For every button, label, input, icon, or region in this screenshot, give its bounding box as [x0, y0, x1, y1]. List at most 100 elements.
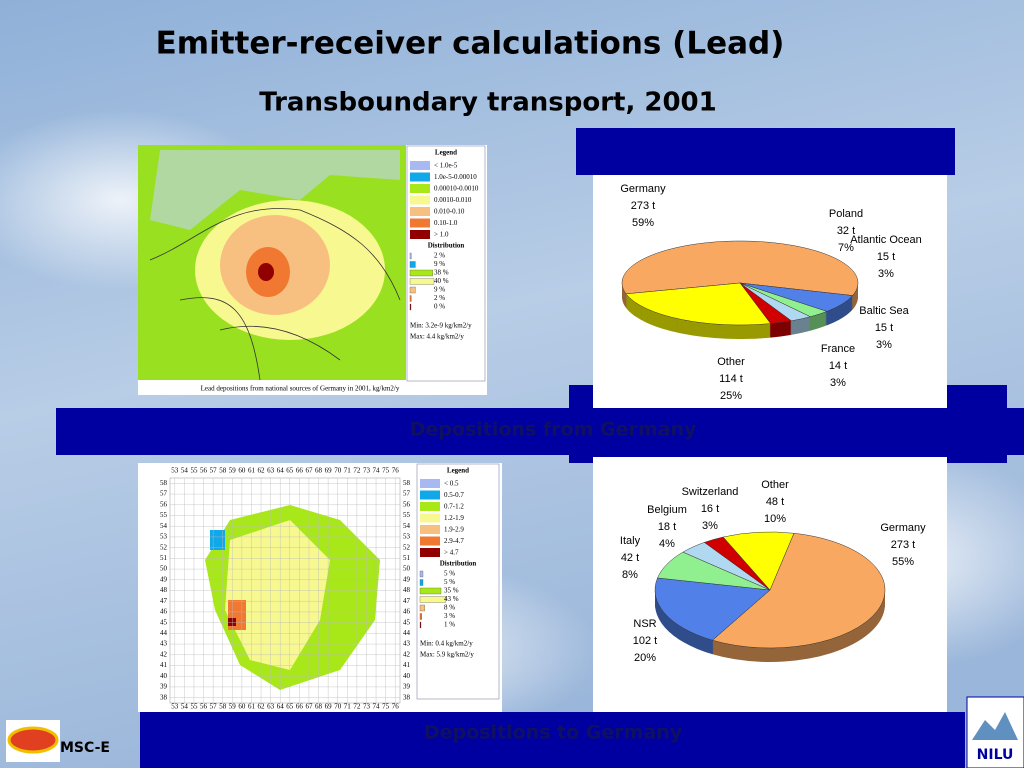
legend-swatch [420, 490, 440, 500]
x-tick-label: 69 [325, 467, 333, 475]
y-tick-label: 45 [403, 618, 411, 626]
pie-label-amount: 42 t [621, 552, 639, 564]
x-tick-label: 76 [392, 703, 400, 711]
pie-label-name: Belgium [647, 504, 687, 516]
legend-swatch [410, 184, 430, 193]
pie-label-value: 59% [632, 217, 654, 229]
x-tick-label: 70 [334, 703, 342, 711]
pie-label-amount: 32 t [837, 225, 855, 237]
distribution-bar [419, 613, 422, 620]
x-tick-label: 57 [210, 703, 218, 711]
distribution-label: 3 % [444, 612, 455, 620]
legend-label: > 1.0 [434, 231, 449, 239]
legend-label: 1.2-1.9 [444, 514, 464, 522]
pie-label-value: 25% [720, 390, 742, 402]
y-tick-label: 38 [160, 693, 168, 701]
x-tick-label: 72 [353, 467, 361, 475]
y-tick-label: 48 [160, 586, 168, 594]
pie-label-name: Other [717, 356, 745, 368]
distribution-label: 2 % [434, 252, 445, 260]
y-tick-label: 46 [160, 608, 168, 616]
footer-left: MSC-E [60, 740, 110, 756]
x-tick-label: 73 [363, 703, 371, 711]
distribution-label: 43 % [444, 595, 459, 603]
y-tick-label: 40 [403, 672, 411, 680]
distribution-bar [409, 252, 412, 260]
pie-label-amount: 18 t [658, 521, 676, 533]
pie-label-value: 3% [876, 339, 892, 351]
x-tick-label: 65 [286, 703, 294, 711]
x-tick-label: 56 [200, 467, 208, 475]
x-tick-label: 59 [229, 467, 237, 475]
pie-label-name: Germany [620, 183, 666, 195]
legend-max: Max: 5.9 kg/km2/y [420, 651, 474, 659]
map-caption: Lead depositions from national sources o… [201, 385, 400, 393]
legend-label: 0.0010-0.010 [434, 196, 472, 204]
y-tick-label: 43 [160, 640, 168, 648]
pie-label-value: 20% [634, 652, 656, 664]
legend-swatch [420, 513, 440, 523]
x-tick-label: 64 [277, 703, 285, 711]
footer-right: NILU [977, 747, 1014, 763]
pie-label-value: 8% [622, 569, 638, 581]
x-tick-label: 54 [181, 703, 189, 711]
x-tick-label: 66 [296, 703, 304, 711]
y-tick-label: 52 [403, 543, 411, 551]
legend-label: 0.00010-0.0010 [434, 185, 479, 193]
banner [56, 408, 1024, 455]
pie-label-value: 3% [830, 377, 846, 389]
x-tick-label: 63 [267, 467, 275, 475]
y-tick-label: 50 [160, 565, 168, 573]
y-tick-label: 43 [403, 640, 411, 648]
y-tick-label: 40 [160, 672, 168, 680]
legend-label: > 4.7 [444, 549, 459, 557]
y-tick-label: 49 [403, 575, 411, 583]
legend-swatch [420, 479, 440, 488]
legend-title: Legend [447, 467, 469, 475]
legend-label: 1.0e-5-0.00010 [434, 173, 477, 181]
y-tick-label: 55 [403, 511, 411, 519]
map-zone [225, 520, 330, 670]
pie-label-name: Poland [829, 208, 863, 220]
x-tick-label: 67 [305, 703, 313, 711]
distribution-bar [419, 604, 425, 612]
y-tick-label: 52 [160, 543, 168, 551]
legend-swatch [410, 161, 430, 170]
x-tick-label: 58 [219, 467, 227, 475]
y-tick-label: 41 [160, 661, 168, 669]
distribution-label: 8 % [444, 604, 455, 612]
pie-label-name: Baltic Sea [859, 305, 909, 317]
pie-slice [711, 532, 886, 649]
distribution-label: 9 % [434, 286, 445, 294]
legend-label: 0.010-0.10 [434, 208, 465, 216]
x-tick-label: 58 [219, 703, 227, 711]
y-tick-label: 44 [160, 629, 168, 637]
legend-swatch [410, 230, 430, 239]
distribution-bar [409, 295, 412, 302]
pie-label-amount: 14 t [829, 360, 847, 372]
map-sea [150, 150, 400, 230]
map-zone [258, 263, 274, 281]
x-tick-label: 68 [315, 703, 323, 711]
pie-slice [722, 531, 795, 591]
pie-label-amount: 48 t [766, 496, 784, 508]
y-tick-label: 58 [160, 479, 168, 487]
distribution-bar [409, 286, 416, 294]
x-tick-label: 62 [258, 703, 266, 711]
x-tick-label: 56 [200, 703, 208, 711]
distribution-label: 2 % [434, 294, 445, 302]
x-tick-label: 61 [248, 467, 256, 475]
logo-mark [972, 712, 1018, 740]
legend-label: 2.9-4.7 [444, 537, 464, 545]
distribution-label: 35 % [444, 587, 459, 595]
x-tick-label: 72 [353, 703, 361, 711]
y-tick-label: 54 [403, 522, 411, 530]
legend-label: < 0.5 [444, 480, 459, 488]
y-tick-label: 46 [403, 608, 411, 616]
distribution-label: 1 % [444, 621, 455, 629]
y-tick-label: 54 [160, 522, 168, 530]
y-tick-label: 53 [160, 533, 168, 541]
pie-slice [621, 240, 859, 296]
x-tick-label: 71 [344, 467, 352, 475]
x-tick-label: 64 [277, 467, 285, 475]
